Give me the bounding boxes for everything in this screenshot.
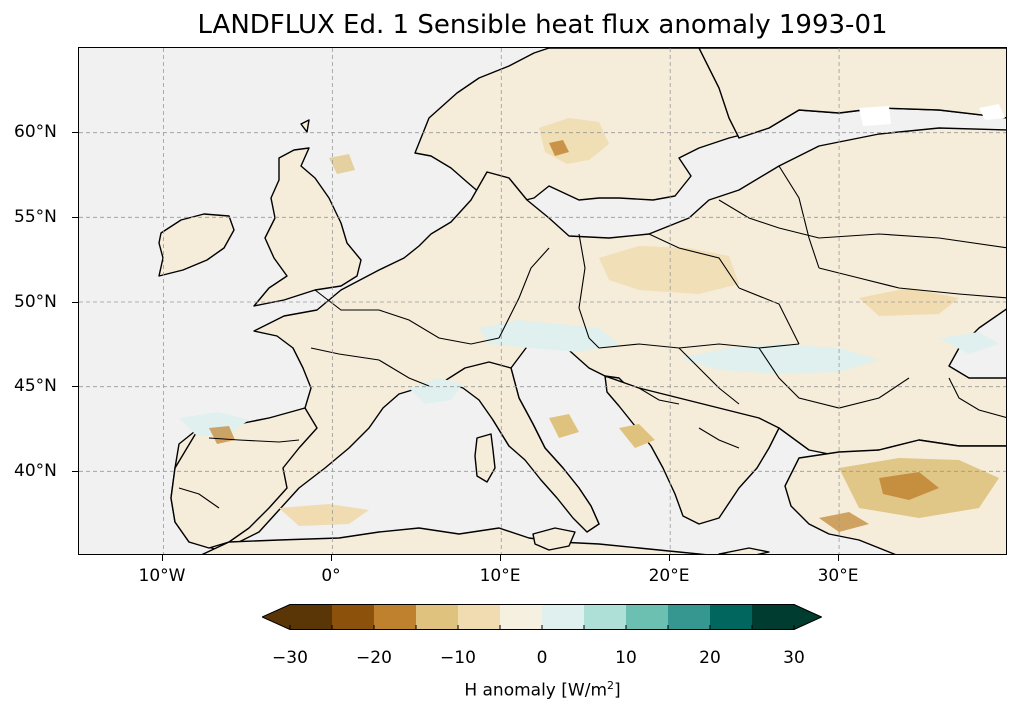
lat-label-40n: 40°N [14,461,57,481]
colorbar-segment [416,604,459,630]
lat-label-50n: 50°N [14,292,57,312]
land-north-africa [201,527,707,554]
colorbar-segment [542,604,585,630]
lat-label-55n: 55°N [14,207,57,227]
lat-tick [72,302,78,303]
lat-label-60n: 60°N [14,122,57,142]
land-sicily [532,527,576,551]
lon-label-20e: 20°E [648,566,690,586]
colorbar-tick-label: 10 [615,648,637,668]
lat-label-45n: 45°N [14,376,57,396]
lon-tick [838,555,839,561]
map-gridlines [79,48,1006,554]
anomaly-patches [179,104,1005,532]
colorbar-label: H anomaly [W/m2] [464,679,621,701]
colorbar-segment [668,604,711,630]
colorbar-tick-label: 30 [783,648,805,668]
colorbar-segment [290,604,333,630]
colorbar-segment [626,604,669,630]
lon-label-10e: 10°E [479,566,521,586]
land-italy [442,361,600,533]
country-borders [178,165,1006,509]
land-iberia [170,407,318,549]
lon-label-10w: 10°W [138,566,186,586]
land-great-britain [253,147,362,307]
colorbar-extend-max [794,604,822,630]
colorbar [260,604,823,630]
colorbar-tick-label: −10 [440,648,476,668]
colorbar-segment [710,604,753,630]
lon-tick [500,555,501,561]
colorbar-segment [500,604,543,630]
colorbar-segment [374,604,417,630]
colorbar-extend-min [262,604,290,630]
land-finland [698,48,1006,139]
map-title: LANDFLUX Ed. 1 Sensible heat flux anomal… [197,10,888,40]
land-crete [718,547,770,554]
lon-tick [331,555,332,561]
europe-map [79,48,1006,554]
colorbar-tick-label: 20 [699,648,721,668]
colorbar-tick-label: −30 [272,648,308,668]
colorbar-segment [458,604,501,630]
land-shetland [300,119,310,133]
colorbar-svg [260,604,823,630]
colorbar-tick-label: −20 [356,648,392,668]
colorbar-segment [584,604,627,630]
lat-tick [72,132,78,133]
lon-label-30e: 30°E [817,566,859,586]
lon-tick [669,555,670,561]
colorbar-tick-label: 0 [536,648,548,668]
lon-tick [162,555,163,561]
lon-label-0: 0° [321,566,341,586]
lat-tick [72,471,78,472]
map-panel[interactable] [78,47,1007,555]
colorbar-segment [752,604,795,630]
land-ireland [158,213,235,277]
colorbar-segment [332,604,375,630]
lat-tick [72,217,78,218]
lat-tick [72,386,78,387]
land-sardinia [474,433,496,483]
